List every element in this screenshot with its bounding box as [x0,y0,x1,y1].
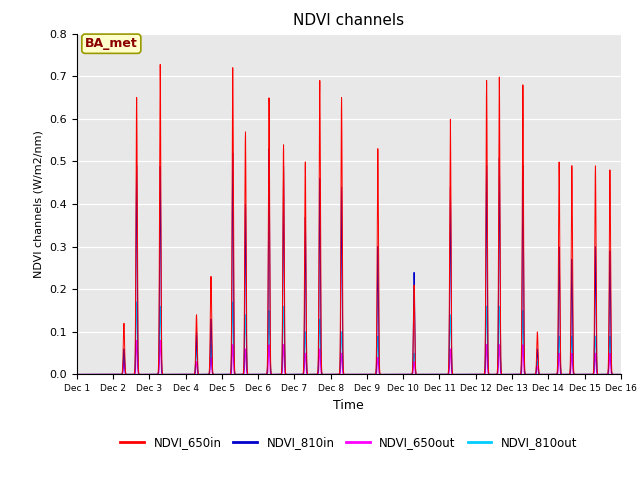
NDVI_810out [520,359,528,364]
NDVI_810in [281,349,289,355]
NDVI_810in [73,372,81,377]
NDVI_810in [617,372,625,377]
NDVI_810out [427,372,435,377]
NDVI_650out [479,372,486,377]
NDVI_810in [427,372,435,377]
NDVI_810in [479,372,486,377]
NDVI_810in [399,372,407,377]
NDVI_650in [281,334,289,339]
NDVI_810in [520,352,528,358]
Line: NDVI_650in: NDVI_650in [77,64,621,374]
Legend: NDVI_650in, NDVI_810in, NDVI_650out, NDVI_810out: NDVI_650in, NDVI_810in, NDVI_650out, NDV… [116,432,582,454]
NDVI_650out [133,337,141,343]
Title: NDVI channels: NDVI channels [293,13,404,28]
NDVI_810in [265,146,273,152]
NDVI_650in [520,330,528,336]
NDVI_810out [229,299,237,305]
NDVI_650in [617,372,625,377]
NDVI_810out [479,372,486,377]
Y-axis label: NDVI channels (W/m2/nm): NDVI channels (W/m2/nm) [34,130,44,278]
NDVI_650out [520,370,528,375]
Line: NDVI_650out: NDVI_650out [77,340,621,374]
NDVI_650in [399,372,407,377]
NDVI_650out [172,372,180,377]
NDVI_650in [172,372,180,377]
Text: BA_met: BA_met [85,37,138,50]
NDVI_810out [172,372,179,377]
NDVI_650in [156,61,164,67]
NDVI_810out [73,372,81,377]
NDVI_650in [427,372,435,377]
Line: NDVI_810out: NDVI_810out [77,302,621,374]
NDVI_650out [281,369,289,375]
X-axis label: Time: Time [333,399,364,412]
NDVI_650out [427,372,435,377]
NDVI_810out [617,372,625,377]
NDVI_650in [73,372,81,377]
Line: NDVI_810in: NDVI_810in [77,149,621,374]
NDVI_650out [73,372,81,377]
NDVI_650in [479,372,486,377]
NDVI_810out [399,372,407,377]
NDVI_810out [281,356,289,362]
NDVI_650out [617,372,625,377]
NDVI_650out [399,372,407,377]
NDVI_810in [172,372,179,377]
